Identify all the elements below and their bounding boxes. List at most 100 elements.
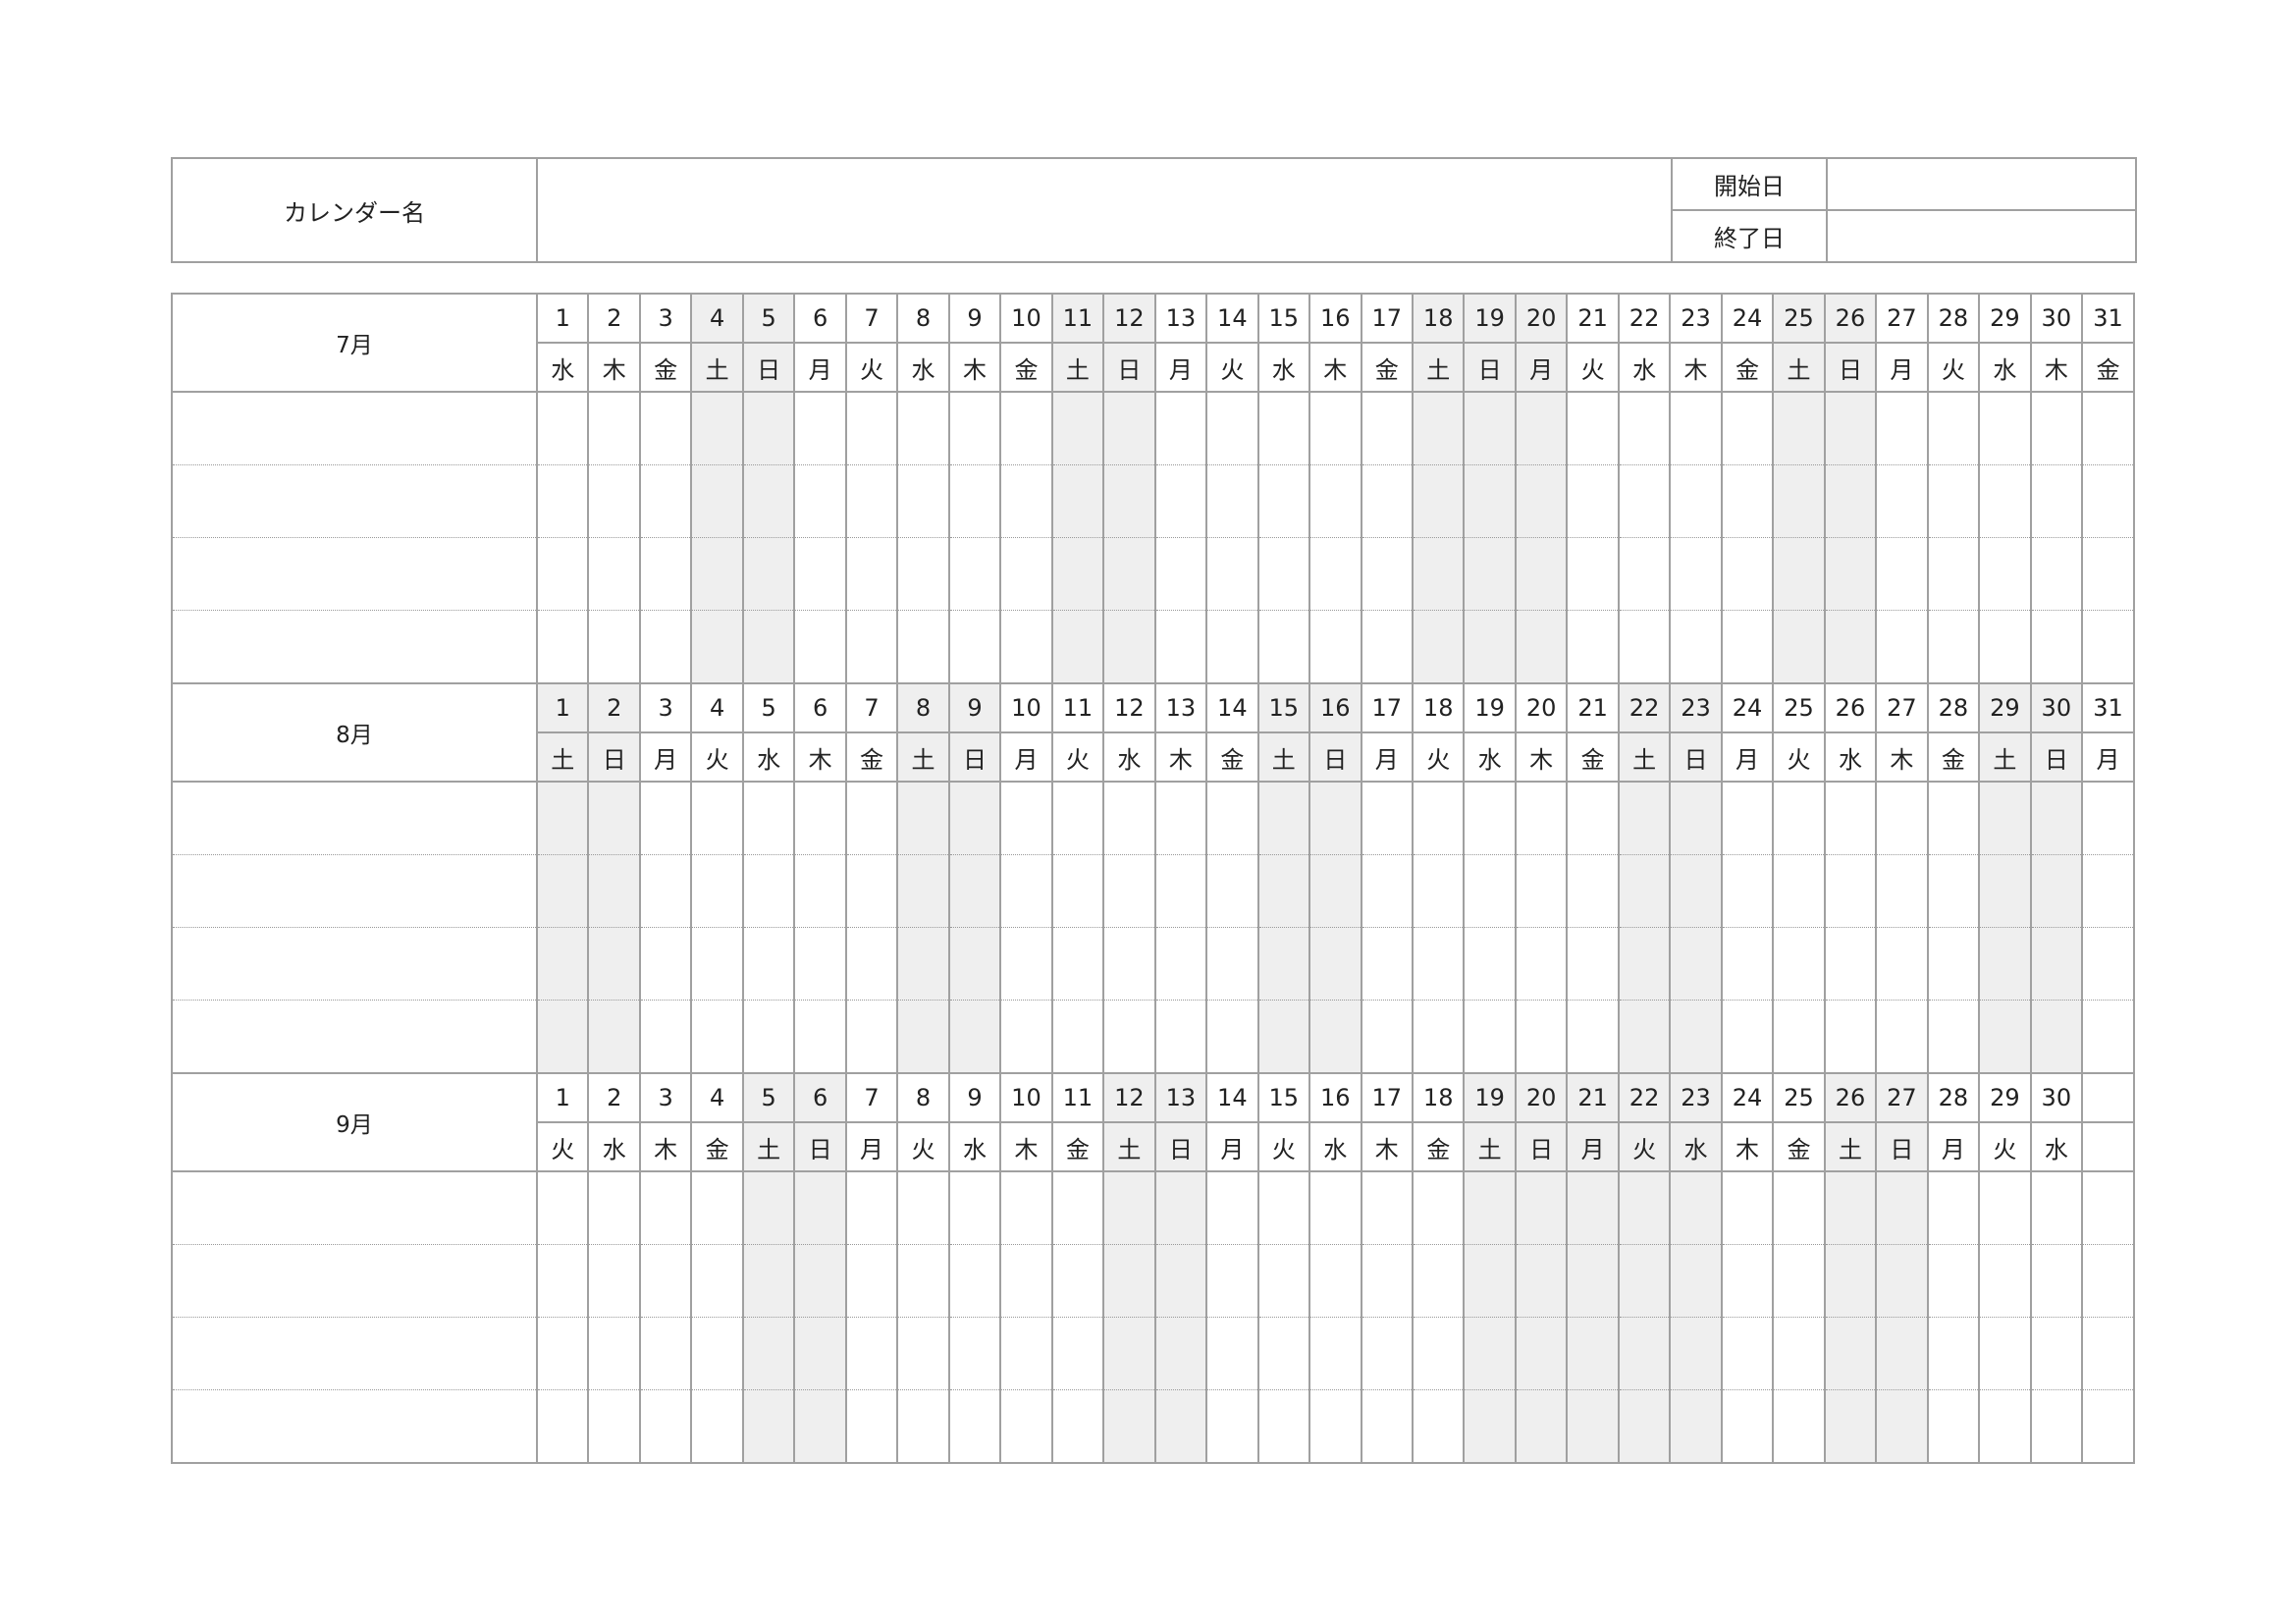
calendar-name-field[interactable] (536, 157, 1673, 263)
day-cell[interactable] (2081, 1317, 2135, 1390)
day-cell[interactable] (1926, 464, 1981, 538)
day-cell[interactable] (793, 537, 847, 611)
day-cell[interactable] (1617, 1244, 1672, 1318)
day-cell[interactable] (2029, 1317, 2084, 1390)
day-cell[interactable] (1153, 464, 1208, 538)
day-cell[interactable] (1926, 1317, 1981, 1390)
day-cell[interactable] (1308, 537, 1362, 611)
day-cell[interactable] (1978, 781, 2032, 855)
day-cell[interactable] (1463, 391, 1517, 465)
day-cell[interactable] (947, 610, 1002, 684)
day-cell[interactable] (947, 1389, 1002, 1464)
day-cell[interactable] (1875, 1389, 1929, 1464)
day-cell[interactable] (587, 391, 641, 465)
day-cell[interactable] (1411, 537, 1466, 611)
day-cell[interactable] (793, 781, 847, 855)
day-cell[interactable] (1308, 1317, 1362, 1390)
day-cell[interactable] (1823, 537, 1878, 611)
day-cell[interactable] (1514, 1000, 1569, 1074)
day-cell[interactable] (1566, 1000, 1620, 1074)
day-cell[interactable] (1772, 1170, 1826, 1245)
day-cell[interactable] (1411, 1389, 1466, 1464)
day-cell[interactable] (1823, 1000, 1878, 1074)
day-cell[interactable] (1514, 391, 1569, 465)
day-cell[interactable] (1566, 854, 1620, 928)
day-cell[interactable] (1153, 781, 1208, 855)
day-cell[interactable] (1050, 1000, 1105, 1074)
day-cell[interactable] (1566, 1170, 1620, 1245)
day-cell[interactable] (1514, 537, 1569, 611)
day-cell[interactable] (1153, 610, 1208, 684)
day-cell[interactable] (1411, 610, 1466, 684)
day-cell[interactable] (947, 537, 1002, 611)
day-cell[interactable] (947, 1244, 1002, 1318)
day-cell[interactable] (999, 1000, 1053, 1074)
day-cell[interactable] (2029, 391, 2084, 465)
day-cell[interactable] (535, 464, 590, 538)
day-cell[interactable] (896, 854, 950, 928)
day-cell[interactable] (1360, 537, 1414, 611)
day-cell[interactable] (793, 1317, 847, 1390)
day-cell[interactable] (1926, 927, 1981, 1001)
day-cell[interactable] (638, 1389, 693, 1464)
day-cell[interactable] (1308, 464, 1362, 538)
day-cell[interactable] (1720, 927, 1775, 1001)
day-cell[interactable] (1102, 1170, 1156, 1245)
day-cell[interactable] (638, 927, 693, 1001)
day-cell[interactable] (1720, 610, 1775, 684)
day-cell[interactable] (1823, 1389, 1878, 1464)
day-cell[interactable] (1153, 1317, 1208, 1390)
day-cell[interactable] (1514, 781, 1569, 855)
day-cell[interactable] (1308, 1389, 1362, 1464)
day-cell[interactable] (1102, 391, 1156, 465)
task-name-cell[interactable] (171, 927, 538, 1001)
day-cell[interactable] (1256, 1000, 1311, 1074)
day-cell[interactable] (1050, 1244, 1105, 1318)
day-cell[interactable] (1050, 854, 1105, 928)
day-cell[interactable] (999, 1317, 1053, 1390)
day-cell[interactable] (690, 1244, 744, 1318)
day-cell[interactable] (1308, 610, 1362, 684)
day-cell[interactable] (999, 610, 1053, 684)
day-cell[interactable] (1772, 854, 1826, 928)
day-cell[interactable] (1256, 781, 1311, 855)
day-cell[interactable] (793, 1244, 847, 1318)
day-cell[interactable] (535, 781, 590, 855)
day-cell[interactable] (1566, 927, 1620, 1001)
day-cell[interactable] (999, 854, 1053, 928)
day-cell[interactable] (1566, 464, 1620, 538)
day-cell[interactable] (1308, 1170, 1362, 1245)
day-cell[interactable] (2081, 927, 2135, 1001)
day-cell[interactable] (1926, 1389, 1981, 1464)
day-cell[interactable] (1720, 537, 1775, 611)
day-cell[interactable] (1772, 610, 1826, 684)
day-cell[interactable] (1102, 854, 1156, 928)
day-cell[interactable] (1102, 1244, 1156, 1318)
day-cell[interactable] (2029, 854, 2084, 928)
day-cell[interactable] (1411, 781, 1466, 855)
day-cell[interactable] (1875, 781, 1929, 855)
day-cell[interactable] (1256, 1317, 1311, 1390)
day-cell[interactable] (1720, 1389, 1775, 1464)
day-cell[interactable] (2081, 854, 2135, 928)
day-cell[interactable] (638, 1000, 693, 1074)
day-cell[interactable] (896, 1389, 950, 1464)
day-cell[interactable] (587, 1244, 641, 1318)
day-cell[interactable] (1102, 610, 1156, 684)
day-cell[interactable] (1308, 854, 1362, 928)
start-date-field[interactable] (1826, 157, 2137, 211)
day-cell[interactable] (844, 1170, 899, 1245)
day-cell[interactable] (1514, 1389, 1569, 1464)
day-cell[interactable] (844, 1317, 899, 1390)
day-cell[interactable] (1926, 781, 1981, 855)
day-cell[interactable] (2029, 1000, 2084, 1074)
day-cell[interactable] (2081, 781, 2135, 855)
day-cell[interactable] (1205, 781, 1259, 855)
day-cell[interactable] (1720, 781, 1775, 855)
day-cell[interactable] (1463, 1317, 1517, 1390)
task-name-cell[interactable] (171, 391, 538, 465)
day-cell[interactable] (1617, 1170, 1672, 1245)
day-cell[interactable] (793, 1389, 847, 1464)
day-cell[interactable] (1411, 1170, 1466, 1245)
day-cell[interactable] (1360, 1170, 1414, 1245)
